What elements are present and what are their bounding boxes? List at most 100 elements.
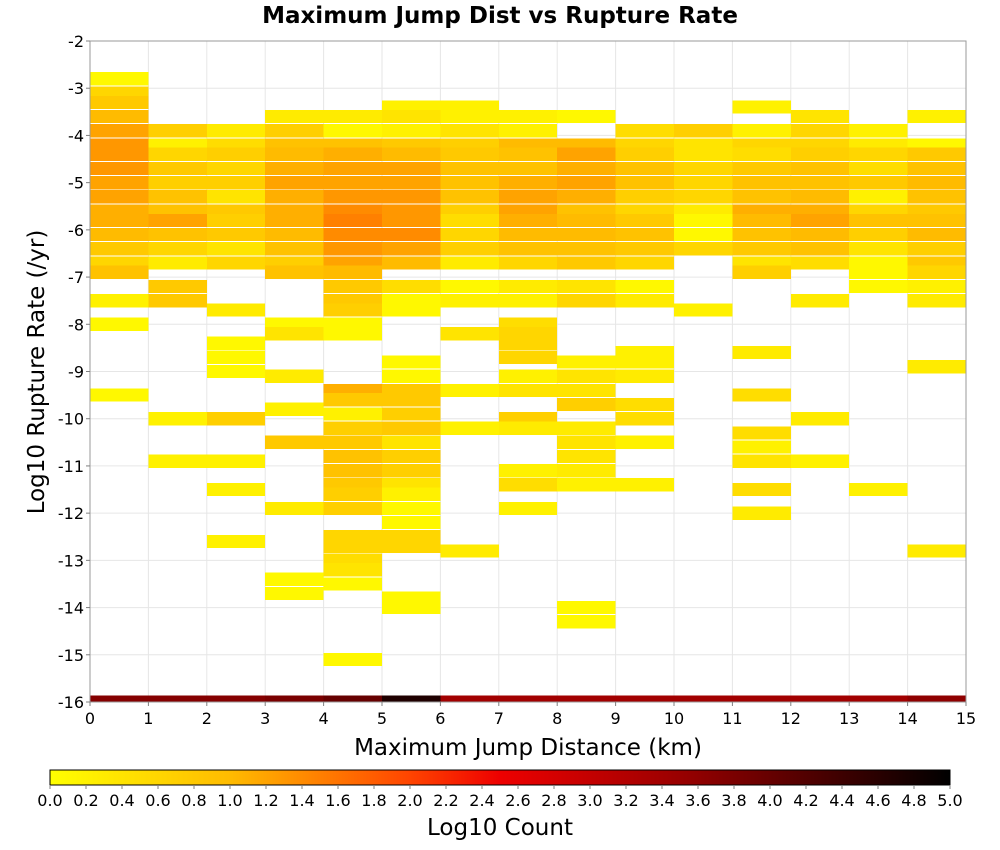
heatmap-cell bbox=[849, 265, 908, 279]
heatmap-cell bbox=[849, 227, 908, 242]
heatmap-cell bbox=[907, 109, 966, 124]
heatmap-cell bbox=[732, 454, 791, 468]
heatmap-cell bbox=[265, 227, 324, 242]
heatmap-cell bbox=[498, 294, 558, 308]
heatmap-cell bbox=[498, 227, 558, 242]
heatmap-cell bbox=[148, 279, 207, 294]
y-tick-label: -4 bbox=[68, 126, 84, 145]
heatmap-cell bbox=[206, 482, 266, 497]
colorbar-tick-label: 5.0 bbox=[937, 791, 962, 810]
heatmap-cell bbox=[382, 487, 441, 501]
heatmap-cell bbox=[148, 161, 207, 176]
heatmap-cell bbox=[323, 109, 382, 124]
heatmap-cell bbox=[265, 695, 324, 702]
heatmap-cell bbox=[557, 478, 616, 492]
heatmap-cell bbox=[557, 242, 616, 256]
heatmap-cell bbox=[265, 369, 324, 383]
heatmap-cell bbox=[148, 256, 207, 270]
heatmap-cell bbox=[382, 695, 441, 702]
heatmap-cell bbox=[732, 265, 791, 279]
heatmap-cell bbox=[90, 190, 149, 204]
heatmap-cell bbox=[907, 213, 966, 228]
y-tick-label: -10 bbox=[58, 410, 84, 429]
heatmap-cell bbox=[732, 124, 791, 138]
heatmap-cell bbox=[498, 124, 558, 138]
heatmap-cell bbox=[206, 256, 266, 270]
heatmap-cell bbox=[382, 449, 441, 464]
heatmap-cell bbox=[849, 695, 908, 702]
colorbar-tick-label: 1.8 bbox=[361, 791, 386, 810]
heatmap-cell bbox=[674, 695, 733, 702]
heatmap-cell bbox=[498, 464, 558, 478]
heatmap-cell bbox=[90, 124, 149, 138]
heatmap-cell bbox=[265, 124, 324, 138]
heatmap-cell bbox=[90, 317, 149, 331]
heatmap-cell bbox=[323, 124, 382, 138]
heatmap-cell bbox=[382, 369, 441, 383]
heatmap-cell bbox=[790, 227, 850, 242]
heatmap-cell bbox=[265, 572, 324, 586]
heatmap-cell bbox=[265, 190, 324, 204]
heatmap-cell bbox=[382, 600, 441, 615]
heatmap-cell bbox=[674, 190, 733, 204]
heatmap-cell bbox=[440, 695, 499, 702]
heatmap-cell bbox=[148, 124, 207, 138]
heatmap-cell bbox=[323, 213, 382, 228]
heatmap-cell bbox=[732, 440, 791, 454]
heatmap-cell bbox=[615, 412, 674, 426]
x-tick-label: 10 bbox=[664, 709, 684, 728]
heatmap-cell bbox=[557, 449, 616, 464]
heatmap-cell bbox=[790, 695, 850, 702]
y-tick-label: -3 bbox=[68, 79, 84, 98]
heatmap-cell bbox=[382, 393, 441, 407]
heatmap-cell bbox=[440, 176, 499, 190]
heatmap-cell bbox=[148, 294, 207, 308]
heatmap-cell bbox=[557, 109, 616, 124]
heatmap-cell bbox=[323, 176, 382, 190]
heatmap-cell bbox=[265, 161, 324, 176]
heatmap-cell bbox=[265, 265, 324, 279]
y-tick-label: -9 bbox=[68, 363, 84, 382]
heatmap-cell bbox=[674, 161, 733, 176]
heatmap-cell bbox=[732, 227, 791, 242]
heatmap-cell bbox=[557, 615, 616, 629]
colorbar-tick-label: 2.0 bbox=[397, 791, 422, 810]
heatmap-cell bbox=[206, 190, 266, 204]
y-tick-label: -14 bbox=[58, 599, 84, 618]
heatmap-cell bbox=[206, 350, 266, 364]
heatmap-cell bbox=[849, 482, 908, 497]
heatmap-cell bbox=[498, 279, 558, 294]
colorbar-tick-label: 0.2 bbox=[73, 791, 98, 810]
colorbar-tick-label: 3.2 bbox=[613, 791, 638, 810]
heatmap-cell bbox=[732, 242, 791, 256]
heatmap-cell bbox=[265, 501, 324, 516]
heatmap-cell bbox=[382, 355, 441, 369]
heatmap-cell bbox=[90, 176, 149, 190]
heatmap-cell bbox=[440, 147, 499, 161]
heatmap-cell bbox=[790, 412, 850, 426]
heatmap-cell bbox=[790, 294, 850, 308]
x-tick-label: 6 bbox=[435, 709, 445, 728]
heatmap-cell bbox=[615, 161, 674, 176]
heatmap-cell bbox=[732, 100, 791, 114]
heatmap-cell bbox=[440, 213, 499, 228]
heatmap-cell bbox=[907, 242, 966, 256]
colorbar-tick-label: 2.8 bbox=[541, 791, 566, 810]
heatmap-cell bbox=[790, 454, 850, 468]
y-tick-label: -6 bbox=[68, 221, 84, 240]
heatmap-cell bbox=[907, 190, 966, 204]
heatmap-cell bbox=[615, 242, 674, 256]
heatmap-cell bbox=[615, 190, 674, 204]
heatmap-cell bbox=[498, 383, 558, 397]
x-tick-label: 4 bbox=[319, 709, 329, 728]
heatmap-cell bbox=[382, 124, 441, 138]
heatmap-cell bbox=[382, 539, 441, 553]
heatmap-cell bbox=[615, 369, 674, 383]
heatmap-cell bbox=[265, 213, 324, 228]
x-tick-label: 12 bbox=[781, 709, 801, 728]
colorbar-tick-label: 2.6 bbox=[505, 791, 530, 810]
heatmap-cell bbox=[615, 227, 674, 242]
heatmap-cell bbox=[615, 279, 674, 294]
heatmap-cell bbox=[323, 242, 382, 256]
heatmap-cell bbox=[382, 256, 441, 270]
